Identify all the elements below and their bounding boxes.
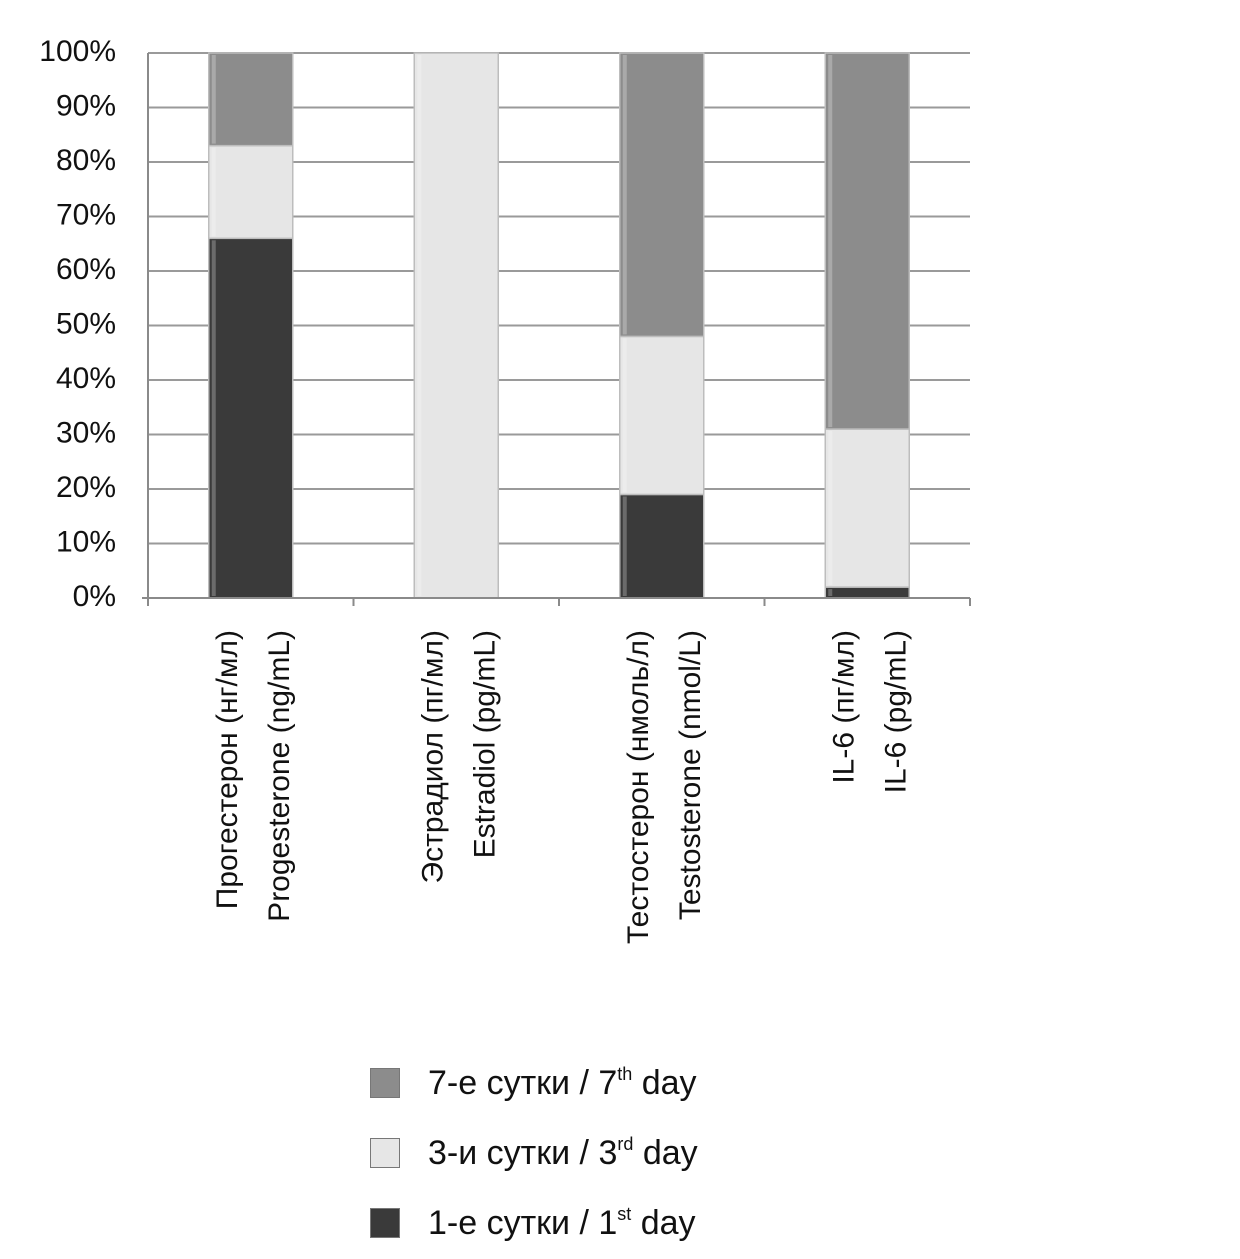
legend-label-tail: day	[632, 1063, 697, 1102]
y-tick-label: 50%	[56, 308, 116, 341]
y-tick-label: 20%	[56, 471, 116, 504]
bar-segment	[619, 52, 705, 338]
legend-label-sup: th	[617, 1063, 633, 1084]
category-label-line: IL-6 (пг/мл)	[827, 630, 860, 784]
legend-swatch	[370, 1138, 400, 1168]
y-tick-label: 80%	[56, 144, 116, 177]
y-tick-label: 90%	[56, 90, 116, 123]
category-labels: Прогестерон (нг/мл) Progesterone (ng/mL) Э…	[211, 630, 913, 944]
legend-label: 1-е сутки / 1st day	[428, 1204, 696, 1243]
category-label-line: IL-6 (pg/mL)	[879, 630, 912, 793]
legend-label-main: 3-и сутки / 3	[428, 1133, 618, 1172]
category-label-line: Testosterone (nmol/L)	[674, 630, 707, 920]
legend-swatch	[370, 1068, 400, 1098]
y-tick-label: 60%	[56, 253, 116, 286]
bar-segment	[413, 52, 499, 599]
bar-segment-highlight	[211, 147, 216, 237]
bar-segment-highlight	[622, 338, 627, 493]
legend-label: 3-и сутки / 3rd day	[428, 1134, 698, 1173]
legend-label-tail: day	[633, 1133, 698, 1172]
bar-segment-highlight	[417, 55, 422, 596]
bar-segment-highlight	[828, 431, 833, 586]
bar-segment	[208, 144, 294, 240]
category-label-line: Progesterone (ng/mL)	[263, 630, 296, 922]
bar-segment	[824, 52, 910, 430]
legend-label-tail: day	[631, 1203, 696, 1242]
bar-segment	[619, 335, 705, 496]
category-label-line: Тестостерон (нмоль/л)	[622, 630, 655, 944]
y-tick-label: 40%	[56, 362, 116, 395]
legend-label: 7-е сутки / 7th day	[428, 1064, 697, 1103]
bar-segment	[208, 237, 294, 599]
y-tick-label: 70%	[56, 199, 116, 232]
bar-segment	[208, 52, 294, 147]
bar-segment-highlight	[828, 55, 833, 428]
axes	[142, 53, 971, 606]
legend-label-main: 7-е сутки / 7	[428, 1063, 618, 1102]
legend-item: 7-е сутки / 7th day	[370, 1048, 698, 1118]
bars	[208, 52, 910, 599]
bar-segment-highlight	[622, 496, 627, 596]
category-label: Эстрадиол (пг/мл) Estradiol (pg/mL)	[416, 630, 501, 883]
legend: 7-е сутки / 7th day 3-и сутки / 3rd day 1-…	[370, 1048, 698, 1258]
category-label: Тестостерон (нмоль/л) Testosterone (nmol/…	[622, 630, 707, 944]
legend-item: 3-и сутки / 3rd day	[370, 1118, 698, 1188]
category-label: Прогестерон (нг/мл) Progesterone (ng/mL)	[211, 630, 296, 922]
bar-segment-highlight	[211, 55, 216, 144]
y-tick-label: 30%	[56, 417, 116, 450]
bar-segment-highlight	[211, 240, 216, 597]
bar-segment-highlight	[828, 589, 833, 596]
bar-segment-highlight	[622, 55, 627, 335]
legend-swatch	[370, 1208, 400, 1238]
y-tick-label: 100%	[39, 35, 116, 68]
category-label-line: Estradiol (pg/mL)	[468, 630, 501, 858]
y-axis-tick-labels: 0% 10% 20% 30% 40% 50% 60% 70% 80% 90% 100%	[39, 35, 116, 613]
category-label: IL-6 (пг/мл) IL-6 (pg/mL)	[827, 630, 912, 793]
bar-segment	[619, 493, 705, 599]
legend-label-main: 1-е сутки / 1	[428, 1203, 618, 1242]
y-tick-label: 0%	[73, 580, 116, 613]
bar-segment	[824, 586, 910, 599]
legend-label-sup: st	[617, 1203, 632, 1224]
category-label-line: Прогестерон (нг/мл)	[211, 630, 244, 909]
bar-segment	[824, 428, 910, 588]
legend-item: 1-е сутки / 1st day	[370, 1188, 698, 1258]
legend-label-sup: rd	[617, 1133, 634, 1154]
category-label-line: Эстрадиол (пг/мл)	[416, 630, 449, 883]
y-tick-label: 10%	[56, 526, 116, 559]
